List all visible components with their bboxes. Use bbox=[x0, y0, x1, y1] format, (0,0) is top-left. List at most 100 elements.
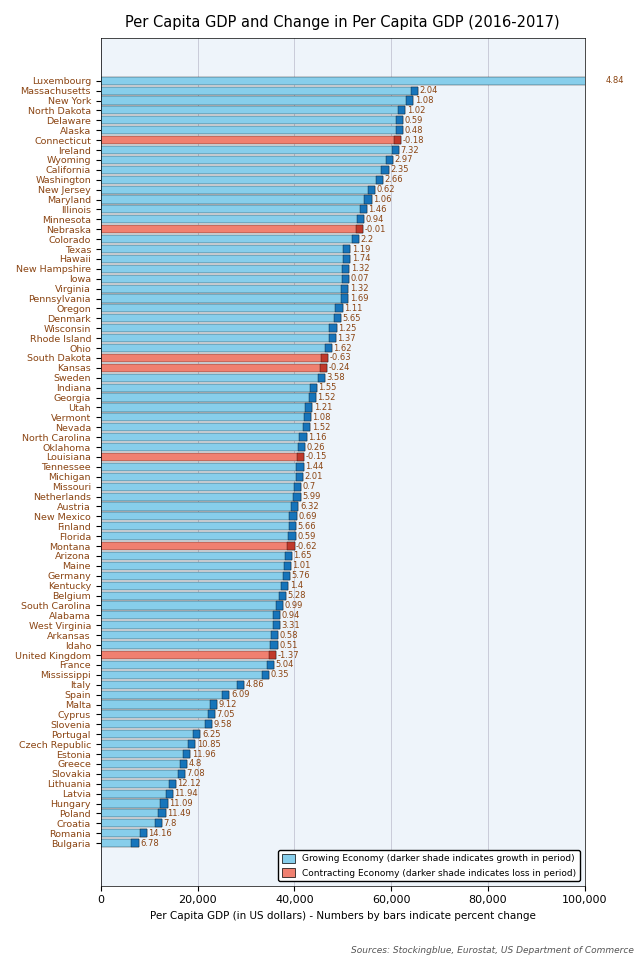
Text: 7.32: 7.32 bbox=[400, 146, 419, 155]
Bar bbox=[100, 631, 278, 639]
Bar bbox=[273, 621, 280, 630]
Bar bbox=[100, 710, 215, 718]
Bar bbox=[100, 314, 341, 323]
Text: 1.01: 1.01 bbox=[292, 562, 310, 570]
Text: 9.12: 9.12 bbox=[218, 700, 237, 709]
Bar bbox=[210, 701, 217, 708]
Text: 0.94: 0.94 bbox=[365, 215, 384, 224]
Text: 7.05: 7.05 bbox=[216, 709, 235, 719]
Legend: Growing Economy (darker shade indicates growth in period), Contracting Economy (: Growing Economy (darker shade indicates … bbox=[278, 851, 580, 881]
Text: 1.52: 1.52 bbox=[317, 393, 335, 402]
Bar bbox=[368, 185, 376, 194]
Bar bbox=[342, 265, 349, 273]
Bar bbox=[100, 780, 176, 788]
Bar bbox=[303, 414, 311, 421]
Text: 5.65: 5.65 bbox=[342, 314, 361, 323]
Bar bbox=[341, 295, 348, 302]
Bar bbox=[100, 582, 289, 589]
Bar bbox=[321, 354, 328, 362]
Bar bbox=[100, 819, 162, 828]
Bar bbox=[100, 809, 166, 818]
Bar bbox=[208, 710, 215, 718]
Text: 1.08: 1.08 bbox=[415, 96, 433, 105]
Bar bbox=[100, 472, 303, 481]
Text: 1.44: 1.44 bbox=[305, 463, 324, 471]
Bar bbox=[193, 731, 200, 738]
Text: -0.01: -0.01 bbox=[365, 225, 386, 233]
Text: 4.84: 4.84 bbox=[606, 76, 625, 85]
Text: 1.74: 1.74 bbox=[352, 254, 370, 263]
Bar bbox=[205, 720, 212, 729]
X-axis label: Per Capita GDP (in US dollars) - Numbers by bars indicate percent change: Per Capita GDP (in US dollars) - Numbers… bbox=[150, 911, 536, 921]
Text: 11.49: 11.49 bbox=[167, 809, 191, 818]
Text: 4.86: 4.86 bbox=[245, 681, 264, 689]
Text: -0.63: -0.63 bbox=[330, 353, 351, 363]
Bar bbox=[100, 403, 312, 412]
Bar bbox=[100, 681, 244, 688]
Bar bbox=[100, 660, 274, 669]
Bar bbox=[398, 107, 405, 114]
Bar bbox=[100, 304, 342, 313]
Text: -0.62: -0.62 bbox=[296, 541, 317, 551]
Bar bbox=[289, 522, 296, 530]
Bar bbox=[394, 136, 401, 144]
Bar bbox=[296, 463, 304, 471]
Text: 9.58: 9.58 bbox=[214, 720, 232, 729]
Bar bbox=[287, 542, 294, 550]
Text: 1.65: 1.65 bbox=[293, 551, 312, 561]
Bar bbox=[343, 245, 350, 253]
Text: 0.48: 0.48 bbox=[404, 126, 423, 134]
Bar bbox=[100, 96, 413, 105]
Bar bbox=[100, 107, 405, 114]
Bar bbox=[100, 215, 364, 224]
Bar bbox=[269, 651, 276, 660]
Bar bbox=[100, 146, 399, 154]
Bar bbox=[100, 414, 311, 421]
Bar bbox=[328, 334, 336, 342]
Bar bbox=[100, 265, 349, 273]
Text: 0.35: 0.35 bbox=[271, 670, 289, 680]
Bar bbox=[100, 245, 350, 253]
Bar bbox=[303, 423, 310, 431]
Bar bbox=[100, 185, 376, 194]
Text: -0.24: -0.24 bbox=[329, 363, 350, 372]
Text: 11.94: 11.94 bbox=[175, 789, 198, 798]
Bar bbox=[100, 612, 280, 619]
Text: 11.96: 11.96 bbox=[192, 750, 216, 758]
Bar bbox=[411, 86, 418, 95]
Text: 11.09: 11.09 bbox=[169, 799, 193, 808]
Text: 5.66: 5.66 bbox=[298, 522, 316, 531]
Bar bbox=[100, 829, 147, 837]
Text: 1.62: 1.62 bbox=[333, 344, 352, 352]
Text: 1.02: 1.02 bbox=[407, 106, 425, 115]
Bar bbox=[406, 96, 413, 105]
Bar bbox=[100, 433, 307, 442]
Bar bbox=[343, 254, 350, 263]
Bar bbox=[100, 373, 325, 382]
Bar bbox=[100, 621, 280, 630]
Bar bbox=[396, 116, 403, 125]
Bar bbox=[100, 334, 336, 342]
Text: 1.37: 1.37 bbox=[337, 334, 356, 343]
Bar bbox=[100, 324, 337, 332]
Bar bbox=[317, 373, 325, 382]
Bar bbox=[100, 601, 283, 610]
Bar bbox=[100, 760, 188, 768]
Bar bbox=[300, 433, 307, 442]
Bar bbox=[100, 394, 316, 401]
Text: 0.62: 0.62 bbox=[377, 185, 396, 194]
Text: 14.16: 14.16 bbox=[148, 828, 172, 838]
Text: 2.2: 2.2 bbox=[360, 234, 374, 244]
Bar bbox=[273, 612, 280, 619]
Text: Sources: Stockingblue, Eurostat, US Department of Commerce: Sources: Stockingblue, Eurostat, US Depa… bbox=[351, 947, 634, 955]
Bar bbox=[381, 166, 388, 174]
Bar bbox=[180, 760, 188, 768]
Text: 5.76: 5.76 bbox=[291, 571, 310, 580]
Bar bbox=[100, 720, 212, 729]
Bar bbox=[291, 502, 298, 511]
Text: 0.59: 0.59 bbox=[297, 532, 316, 540]
Bar bbox=[267, 660, 274, 669]
Bar bbox=[100, 443, 305, 451]
Bar bbox=[100, 344, 332, 352]
Bar bbox=[100, 275, 349, 283]
